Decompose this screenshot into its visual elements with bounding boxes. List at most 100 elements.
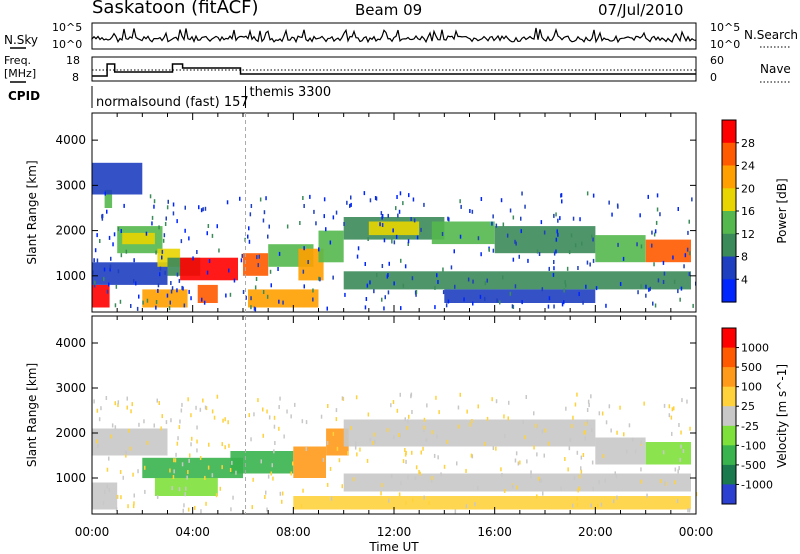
echo-speckle [202,207,204,212]
echo-speckle [656,207,659,212]
colorbar-swatch [722,445,736,466]
echo-speckle [472,279,474,284]
heatmap-cell [197,284,218,303]
cpid-label: CPID [8,89,40,103]
echo-speckle [447,216,449,221]
echo-speckle [254,307,257,312]
nsky-trace [91,27,697,44]
echo-speckle [235,470,237,475]
echo-speckle [491,221,493,226]
echo-speckle [536,249,539,254]
echo-speckle [100,406,102,411]
echo-speckle [355,395,358,400]
echo-speckle [347,434,349,439]
echo-speckle [125,453,127,458]
echo-speckle [459,234,462,239]
echo-speckle [436,273,438,278]
heatmap-cell [142,289,188,308]
echo-speckle [254,285,257,290]
echo-speckle [465,468,467,473]
echo-speckle [108,488,111,492]
echo-speckle [509,208,512,213]
echo-speckle [509,291,512,296]
echo-speckle [548,296,551,301]
x-tick-label: 20:00 [578,525,613,539]
echo-speckle [376,273,378,278]
echo-speckle [130,304,132,308]
echo-speckle [145,231,148,236]
echo-speckle [191,436,193,441]
echo-speckle [511,304,514,309]
colorbar-swatch [722,120,736,144]
echo-speckle [133,493,135,498]
colorbar-tick-label: -100 [741,439,766,452]
echo-speckle [165,216,167,221]
echo-speckle [688,219,690,224]
echo-speckle [521,300,523,305]
heatmap-cell [293,496,691,510]
echo-speckle [271,463,273,468]
echo-speckle [387,213,389,218]
echo-speckle [453,249,455,254]
echo-speckle [547,304,550,309]
echo-speckle [683,264,685,269]
echo-speckle [592,486,594,491]
echo-speckle [167,199,169,204]
echo-speckle [471,454,474,459]
echo-speckle [301,419,304,424]
echo-speckle [587,399,590,404]
echo-speckle [434,305,436,310]
echo-speckle [502,275,504,280]
echo-speckle [290,471,292,476]
echo-speckle [671,407,674,412]
echo-speckle [199,456,202,460]
echo-speckle [533,411,535,416]
echo-speckle [413,218,416,223]
colorbar-tick-label: 500 [741,361,762,374]
echo-speckle [585,421,587,426]
echo-speckle [592,258,595,263]
echo-speckle [133,258,135,263]
echo-speckle [110,434,113,439]
echo-speckle [330,496,333,501]
echo-speckle [183,303,186,308]
echo-speckle [106,467,109,472]
echo-speckle [242,290,245,294]
velocity-panel: 1000 2000 3000 4000 Slant Range [km] 1000 500 1… [25,315,789,515]
echo-speckle [616,495,618,500]
echo-speckle [228,268,230,273]
echo-speckle [157,288,159,293]
echo-speckle [662,450,665,455]
echo-speckle [404,264,407,269]
echo-speckle [213,415,216,420]
echo-speckle [686,399,688,404]
echo-speckle [267,234,269,239]
echo-speckle [178,425,181,430]
freq-tick-top: 18 [66,54,80,67]
echo-speckle [556,229,558,234]
echo-speckle [571,424,573,429]
echo-speckle [486,416,489,421]
echo-speckle [169,300,171,305]
echo-speckle [366,283,369,288]
freq-label: Freq. [4,54,31,67]
echo-speckle [153,204,155,209]
colorbar-swatch [722,233,736,258]
echo-speckle [307,260,309,264]
echo-speckle [435,395,437,400]
echo-speckle [156,398,158,403]
echo-speckle [255,277,258,281]
colorbar-swatch [722,142,736,167]
echo-speckle [670,415,673,420]
colorbar-tick-label: -1000 [741,478,773,491]
echo-speckle [399,392,401,397]
echo-speckle [356,452,358,457]
echo-speckle [553,251,556,256]
echo-speckle [634,449,637,454]
colorbar-swatch [722,165,736,189]
echo-speckle [225,293,227,298]
echo-speckle [503,414,505,419]
echo-speckle [112,242,114,247]
echo-speckle [163,233,166,238]
echo-speckle [564,457,566,461]
